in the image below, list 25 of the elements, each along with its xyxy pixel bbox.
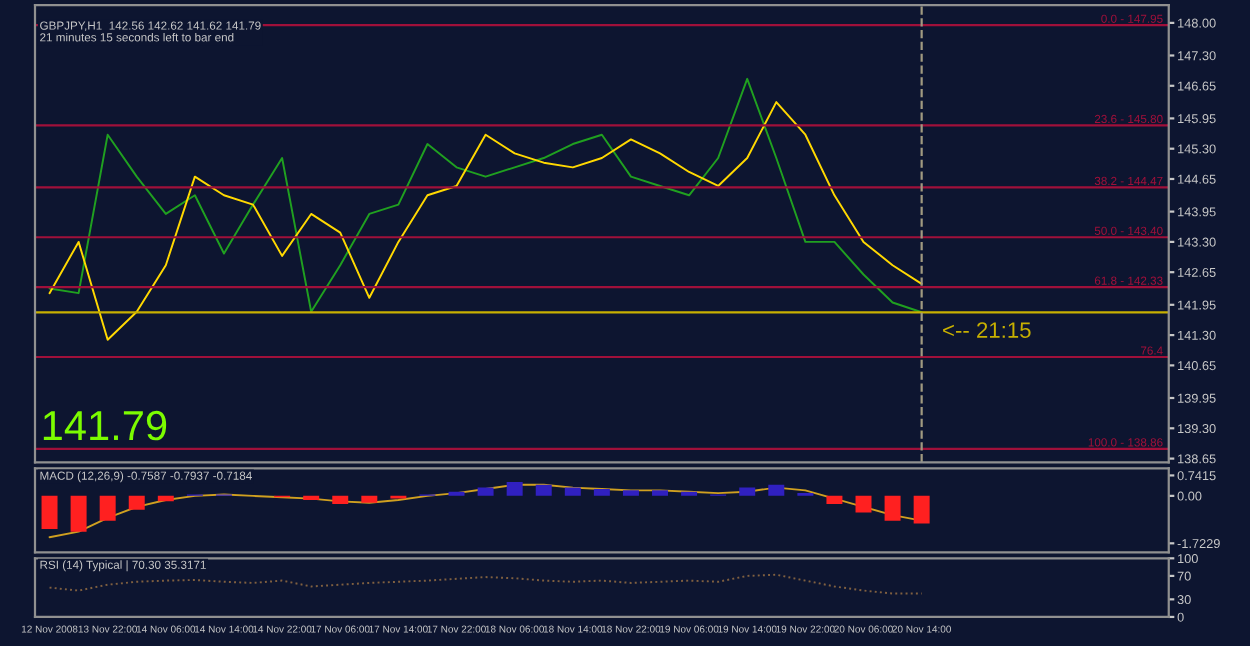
bar	[332, 495, 349, 505]
bar	[768, 484, 785, 496]
bar	[593, 488, 610, 496]
bar	[564, 487, 581, 496]
bar	[128, 495, 145, 510]
bar	[477, 487, 494, 496]
bar	[652, 490, 669, 496]
bar	[157, 495, 174, 502]
bar	[622, 490, 639, 496]
bar	[535, 484, 552, 496]
bar	[739, 487, 756, 496]
annotation: <-- 21:15	[943, 322, 1031, 338]
bar	[855, 495, 872, 513]
bar	[826, 495, 843, 505]
line-series	[48, 101, 923, 341]
line-series	[48, 573, 923, 595]
bar	[506, 482, 523, 496]
annotation: 141.79	[43, 410, 167, 441]
bar	[361, 495, 378, 503]
bar	[913, 495, 930, 524]
line-series	[48, 77, 923, 314]
bar	[99, 495, 116, 521]
bar	[70, 495, 87, 532]
bar	[41, 495, 58, 529]
bar	[884, 495, 901, 521]
